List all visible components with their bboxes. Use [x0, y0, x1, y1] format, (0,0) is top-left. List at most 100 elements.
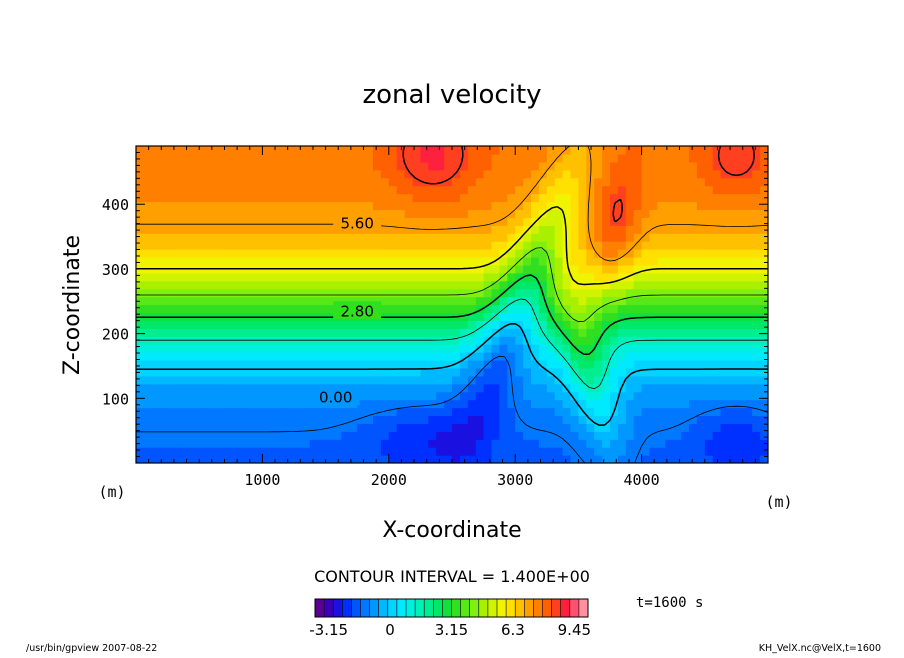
field-cell — [610, 153, 619, 163]
field-cell — [254, 352, 263, 361]
field-cell — [207, 280, 216, 290]
field-cell — [436, 161, 445, 171]
field-cell — [373, 447, 382, 456]
field-cell — [349, 455, 358, 463]
field-cell — [207, 233, 216, 242]
field-cell — [183, 352, 192, 361]
field-cell — [531, 383, 540, 393]
field-cell — [294, 431, 303, 440]
field-cell — [309, 153, 319, 163]
field-cell — [444, 217, 453, 226]
field-cell — [207, 288, 216, 298]
field-cell — [491, 209, 500, 218]
field-cell — [388, 161, 398, 171]
field-cell — [689, 146, 698, 155]
field-cell — [444, 209, 453, 218]
field-cell — [428, 217, 437, 226]
field-cell — [452, 272, 461, 282]
field-cell — [444, 177, 453, 187]
field-cell — [744, 383, 753, 393]
field-cell — [183, 169, 192, 179]
field-cell — [420, 439, 429, 448]
field-cell — [373, 272, 382, 282]
field-cell — [270, 185, 279, 195]
field-cell — [744, 146, 753, 155]
field-cell — [602, 249, 611, 258]
field-cell — [262, 177, 271, 187]
field-cell — [760, 185, 768, 195]
field-cell — [294, 177, 303, 187]
field-cell — [294, 304, 303, 314]
field-cell — [657, 328, 666, 337]
field-cell — [309, 359, 319, 369]
field-cell — [294, 233, 303, 242]
field-cell — [562, 320, 572, 329]
field-cell — [412, 359, 421, 369]
field-cell — [459, 233, 469, 242]
field-cell — [712, 280, 722, 290]
field-cell — [404, 288, 414, 298]
field-cell — [546, 423, 556, 432]
field-cell — [357, 352, 366, 361]
field-cell — [712, 233, 722, 242]
field-cell — [720, 193, 730, 203]
field-cell — [444, 375, 453, 385]
field-cell — [538, 264, 548, 274]
field-cell — [554, 256, 564, 266]
field-cell — [554, 344, 564, 353]
field-cell — [657, 241, 666, 250]
field-cell — [143, 233, 153, 242]
field-cell — [143, 288, 153, 298]
field-cell — [649, 153, 658, 163]
field-cell — [452, 185, 461, 195]
field-cell — [349, 439, 358, 448]
chart-title: zonal velocity — [362, 80, 541, 110]
field-cell — [649, 272, 658, 282]
field-cell — [380, 272, 390, 282]
contour-label-bg — [333, 301, 382, 320]
field-cell — [215, 209, 224, 218]
field-cell — [175, 367, 184, 377]
field-cell — [254, 391, 263, 401]
field-cell — [467, 264, 477, 274]
field-cell — [238, 169, 248, 179]
field-cell — [633, 359, 643, 369]
field-cell — [696, 217, 706, 226]
field-cell — [689, 225, 698, 234]
field-cell — [404, 153, 414, 163]
field-cell — [475, 431, 485, 440]
field-cell — [744, 225, 753, 234]
field-cell — [143, 344, 153, 353]
field-cell — [278, 391, 287, 401]
field-cell — [412, 146, 421, 155]
field-cell — [760, 359, 768, 369]
field-cell — [499, 439, 508, 448]
field-cell — [483, 249, 493, 258]
field-cell — [246, 399, 256, 409]
field-cell — [760, 407, 768, 417]
field-cell — [183, 288, 192, 298]
field-cell — [617, 328, 627, 337]
field-cell — [270, 415, 279, 424]
field-cell — [159, 383, 169, 393]
field-cell — [230, 280, 240, 290]
field-cell — [491, 383, 500, 393]
field-cell — [657, 423, 666, 432]
field-cell — [238, 146, 248, 155]
field-cell — [230, 256, 240, 266]
field-cell — [143, 249, 153, 258]
field-cell — [633, 455, 643, 463]
field-cell — [554, 146, 564, 155]
field-cell — [467, 280, 477, 290]
field-cell — [483, 447, 493, 456]
field-cell — [483, 407, 493, 417]
field-cell — [523, 431, 532, 440]
field-cell — [696, 169, 706, 179]
field-cell — [215, 233, 224, 242]
field-cell — [673, 193, 682, 203]
field-cell — [523, 169, 532, 179]
field-cell — [412, 233, 421, 242]
field-cell — [151, 447, 161, 456]
field-cell — [428, 391, 437, 401]
field-cell — [270, 296, 279, 306]
